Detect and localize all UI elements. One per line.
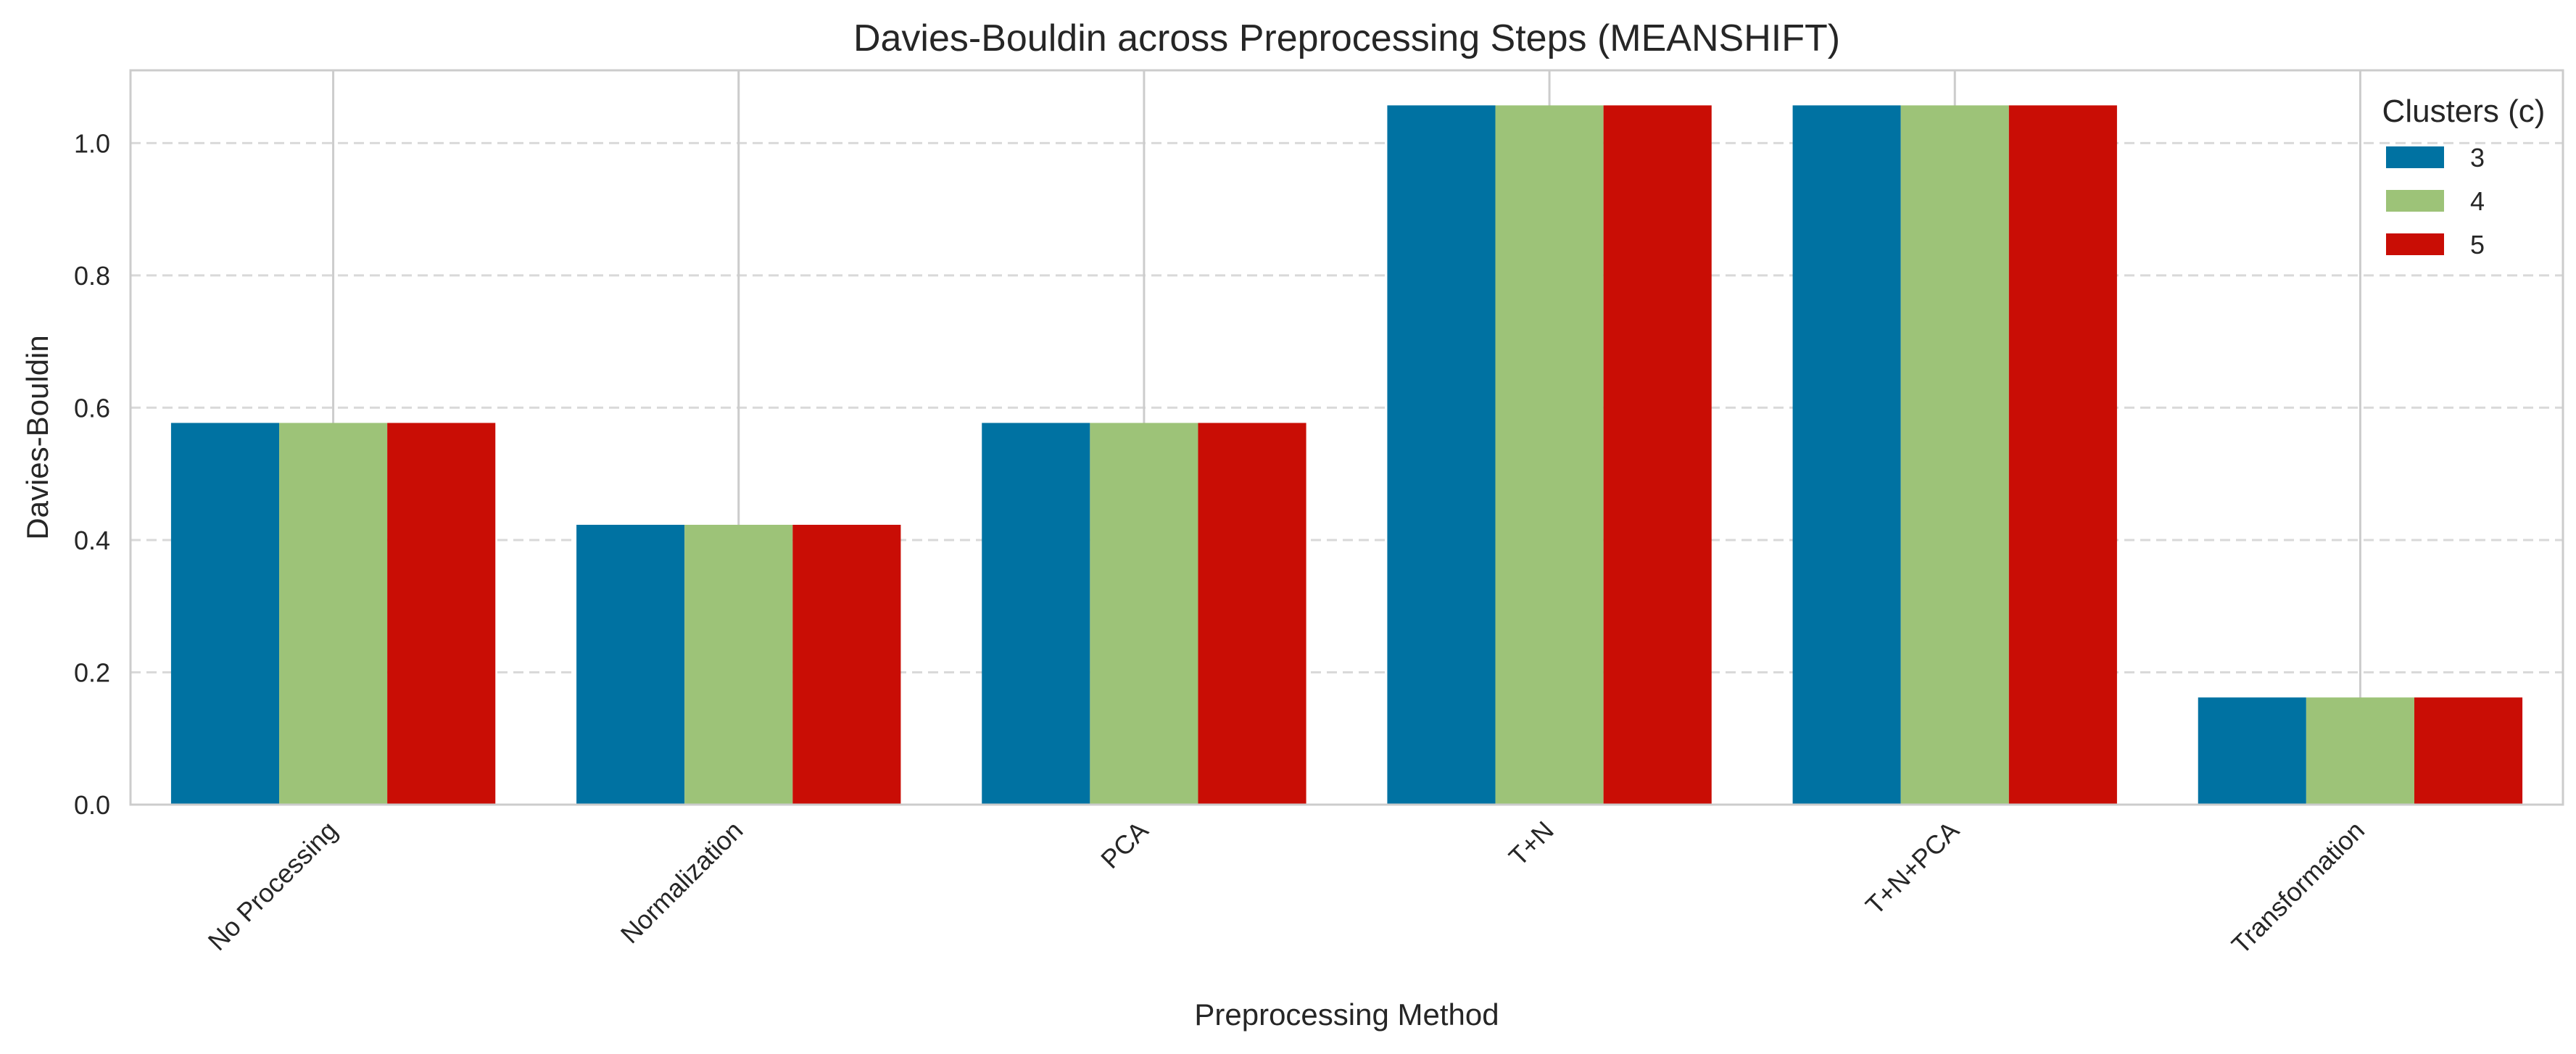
- chart-title: Davies-Bouldin across Preprocessing Step…: [853, 17, 1840, 59]
- bar-c4-t-n-pca: [1900, 105, 2009, 805]
- bar-c5-normalization: [792, 524, 901, 805]
- bar-c5-t-n: [1603, 105, 1712, 805]
- plot-frame: [129, 69, 2564, 806]
- bar-c4-normalization: [684, 524, 793, 805]
- legend-swatch-3: [2386, 146, 2444, 168]
- y-tick-label: 0.8: [74, 261, 110, 291]
- legend-swatch-5: [2386, 233, 2444, 255]
- bar-c3-pca: [982, 423, 1090, 805]
- bars: [170, 105, 2523, 805]
- bar-c3-transformation: [2198, 697, 2306, 805]
- y-axis-label: Davies-Bouldin: [20, 335, 54, 539]
- bar-c3-no-processing: [170, 423, 280, 805]
- y-tick-label: 0.4: [74, 526, 110, 555]
- bar-c5-pca: [1198, 423, 1306, 805]
- bar-c4-pca: [1090, 423, 1198, 805]
- bar-c4-t-n: [1495, 105, 1604, 805]
- bar-c4-no-processing: [279, 423, 388, 805]
- y-tick-label: 0.6: [74, 393, 110, 423]
- bar-c5-no-processing: [387, 423, 496, 805]
- y-tick-label: 0.0: [74, 790, 110, 820]
- x-axis-label: Preprocessing Method: [1194, 997, 1499, 1032]
- bar-c5-t-n-pca: [2008, 105, 2117, 805]
- legend-swatch-4: [2386, 190, 2444, 212]
- bar-c3-t-n-pca: [1792, 105, 1901, 805]
- bar-c3-normalization: [576, 524, 685, 805]
- bar-c4-transformation: [2306, 697, 2414, 805]
- legend-title: Clusters (c): [2382, 94, 2546, 129]
- legend-label-5: 5: [2470, 230, 2485, 260]
- y-tick-label: 0.2: [74, 657, 110, 687]
- y-tick-label: 1.0: [74, 128, 110, 158]
- bar-c5-transformation: [2414, 697, 2523, 805]
- legend: Clusters (c) 3 4 5: [2382, 94, 2546, 260]
- legend-label-4: 4: [2470, 186, 2485, 216]
- legend-label-3: 3: [2470, 143, 2485, 173]
- bar-c3-t-n: [1387, 105, 1496, 805]
